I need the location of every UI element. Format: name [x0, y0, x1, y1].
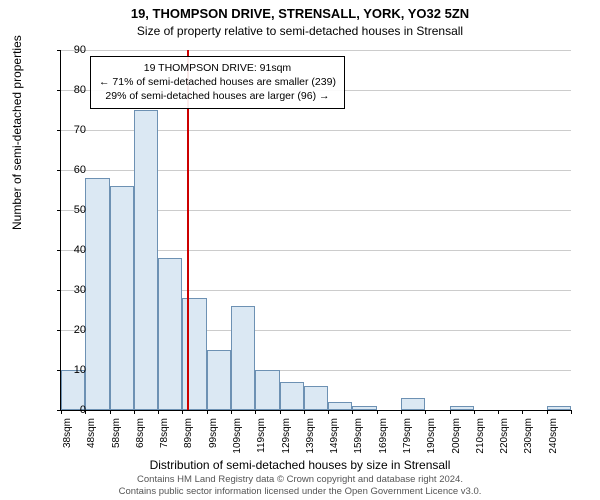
xtick-label: 179sqm	[402, 418, 413, 458]
xtick-mark	[571, 410, 572, 414]
ytick-label: 10	[62, 364, 86, 376]
xtick-label: 99sqm	[208, 418, 219, 458]
histogram-bar	[85, 178, 109, 410]
ytick-label: 40	[62, 244, 86, 256]
ytick-label: 90	[62, 44, 86, 56]
ytick-label: 50	[62, 204, 86, 216]
gridline	[61, 50, 571, 51]
xtick-mark	[182, 410, 183, 414]
xtick-label: 129sqm	[281, 418, 292, 458]
xtick-label: 230sqm	[523, 418, 534, 458]
xtick-label: 68sqm	[135, 418, 146, 458]
ytick-mark	[57, 50, 61, 51]
ytick-mark	[57, 170, 61, 171]
ytick-label: 0	[62, 404, 86, 416]
xtick-mark	[280, 410, 281, 414]
histogram-bar	[547, 406, 571, 410]
xtick-label: 240sqm	[548, 418, 559, 458]
xtick-mark	[498, 410, 499, 414]
ytick-mark	[57, 290, 61, 291]
ytick-mark	[57, 90, 61, 91]
histogram-bar	[352, 406, 376, 410]
xtick-mark	[134, 410, 135, 414]
histogram-bar	[110, 186, 134, 410]
xtick-label: 58sqm	[111, 418, 122, 458]
histogram-bar	[304, 386, 328, 410]
histogram-bar	[182, 298, 206, 410]
xtick-label: 149sqm	[329, 418, 340, 458]
ytick-label: 60	[62, 164, 86, 176]
footer-line1: Contains HM Land Registry data © Crown c…	[0, 474, 600, 486]
xtick-mark	[110, 410, 111, 414]
footer-line2: Contains public sector information licen…	[0, 486, 600, 498]
xtick-label: 48sqm	[86, 418, 97, 458]
histogram-bar	[450, 406, 474, 410]
xtick-mark	[207, 410, 208, 414]
chart-main-title: 19, THOMPSON DRIVE, STRENSALL, YORK, YO3…	[0, 6, 600, 21]
ytick-mark	[57, 330, 61, 331]
histogram-bar	[231, 306, 255, 410]
xtick-label: 78sqm	[159, 418, 170, 458]
histogram-bar	[401, 398, 425, 410]
histogram-bar	[207, 350, 231, 410]
xtick-mark	[255, 410, 256, 414]
xtick-label: 159sqm	[353, 418, 364, 458]
ytick-mark	[57, 250, 61, 251]
xtick-mark	[547, 410, 548, 414]
xtick-label: 210sqm	[475, 418, 486, 458]
histogram-bar	[328, 402, 352, 410]
ytick-mark	[57, 130, 61, 131]
xtick-label: 119sqm	[256, 418, 267, 458]
xtick-mark	[425, 410, 426, 414]
xtick-mark	[328, 410, 329, 414]
histogram-bar	[134, 110, 158, 410]
ytick-label: 70	[62, 124, 86, 136]
xtick-mark	[450, 410, 451, 414]
annotation-property-size: 19 THOMPSON DRIVE: 91sqm	[99, 61, 336, 75]
xtick-mark	[401, 410, 402, 414]
xtick-label: 38sqm	[62, 418, 73, 458]
xtick-label: 169sqm	[378, 418, 389, 458]
xtick-mark	[522, 410, 523, 414]
annotation-smaller-percent: ← 71% of semi-detached houses are smalle…	[99, 75, 336, 89]
y-axis-label: Number of semi-detached properties	[10, 35, 24, 230]
xtick-mark	[231, 410, 232, 414]
xtick-label: 89sqm	[183, 418, 194, 458]
chart-subtitle: Size of property relative to semi-detach…	[0, 24, 600, 38]
attribution-footer: Contains HM Land Registry data © Crown c…	[0, 474, 600, 498]
xtick-mark	[352, 410, 353, 414]
ytick-mark	[57, 210, 61, 211]
annotation-larger-percent: 29% of semi-detached houses are larger (…	[99, 89, 336, 103]
xtick-label: 220sqm	[499, 418, 510, 458]
xtick-mark	[158, 410, 159, 414]
xtick-label: 139sqm	[305, 418, 316, 458]
histogram-bar	[255, 370, 279, 410]
property-size-histogram: 19, THOMPSON DRIVE, STRENSALL, YORK, YO3…	[0, 0, 600, 500]
xtick-mark	[474, 410, 475, 414]
xtick-label: 200sqm	[451, 418, 462, 458]
x-axis-label: Distribution of semi-detached houses by …	[0, 458, 600, 472]
property-annotation-box: 19 THOMPSON DRIVE: 91sqm ← 71% of semi-d…	[90, 56, 345, 109]
xtick-mark	[304, 410, 305, 414]
xtick-label: 190sqm	[426, 418, 437, 458]
xtick-label: 109sqm	[232, 418, 243, 458]
xtick-mark	[377, 410, 378, 414]
ytick-label: 30	[62, 284, 86, 296]
ytick-label: 20	[62, 324, 86, 336]
histogram-bar	[280, 382, 304, 410]
ytick-label: 80	[62, 84, 86, 96]
histogram-bar	[158, 258, 182, 410]
